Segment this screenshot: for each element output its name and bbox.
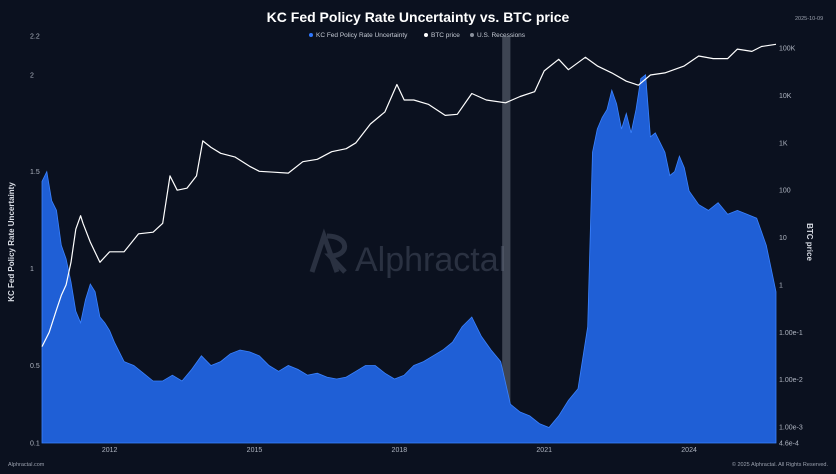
y-right-tick-0: 4.6e-4 [779,441,799,448]
y-right-tick-3: 1.00e-1 [779,330,803,337]
recession-band-0 [502,36,511,443]
y-left-tick-1: 0.5 [30,363,40,370]
x-tick-2: 2018 [392,447,408,454]
x-tick-0: 2012 [102,447,118,454]
recession-bands [502,36,511,443]
y-right-tick-1: 1.00e-3 [779,425,803,432]
y-right-axis-label: BTC price [805,223,814,261]
y-right-tick-7: 1K [779,140,788,147]
y-right-tick-8: 10K [779,93,792,100]
legend-entry-uncertainty[interactable]: KC Fed Policy Rate Uncertainty [316,32,408,39]
x-tick-1: 2015 [247,447,263,454]
y-left-tick-5: 2.2 [30,34,40,41]
legend-entry-recessions[interactable]: U.S. Recessions [477,32,526,39]
y-left-axis-label: KC Fed Policy Rate Uncertainty [7,182,16,302]
y-left-tick-0: 0.1 [30,441,40,448]
legend-swatch-uncertainty [309,33,313,37]
y-left-tick-4: 2 [30,72,34,79]
y-left-tick-labels: 0.1 0.5 1 1.5 2 2.2 [30,34,40,448]
legend-swatch-btc [424,33,428,37]
chart-date: 2025-10-09 [795,16,823,22]
y-right-tick-labels: 4.6e-4 1.00e-3 1.00e-2 1.00e-1 1 10 100 1K 10K 10… [779,46,803,448]
footer-source: Alphractal.com [8,462,45,468]
y-left-tick-3: 1.5 [30,169,40,176]
x-tick-3: 2021 [536,447,552,454]
y-right-tick-2: 1.00e-2 [779,377,803,384]
legend-entry-btc[interactable]: BTC price [431,32,460,39]
y-left-tick-2: 1 [30,266,34,273]
y-right-tick-9: 100K [779,46,796,53]
footer-copyright: © 2025 Alphractal. All Rights Reserved. [732,461,829,468]
x-tick-4: 2024 [681,447,697,454]
x-tick-labels: 2012 2015 2018 2021 2024 [102,447,697,454]
y-right-tick-6: 100 [779,188,791,195]
chart-title: KC Fed Policy Rate Uncertainty vs. BTC p… [267,9,570,25]
legend-swatch-recessions [470,33,474,37]
y-right-tick-4: 1 [779,282,783,289]
y-right-tick-5: 10 [779,235,787,242]
btc-price-line [41,43,777,347]
watermark-text: Alphractal [355,241,506,279]
watermark-logo-icon [309,228,348,274]
legend[interactable]: KC Fed Policy Rate Uncertainty BTC price… [309,32,526,39]
uncertainty-area [41,74,777,444]
